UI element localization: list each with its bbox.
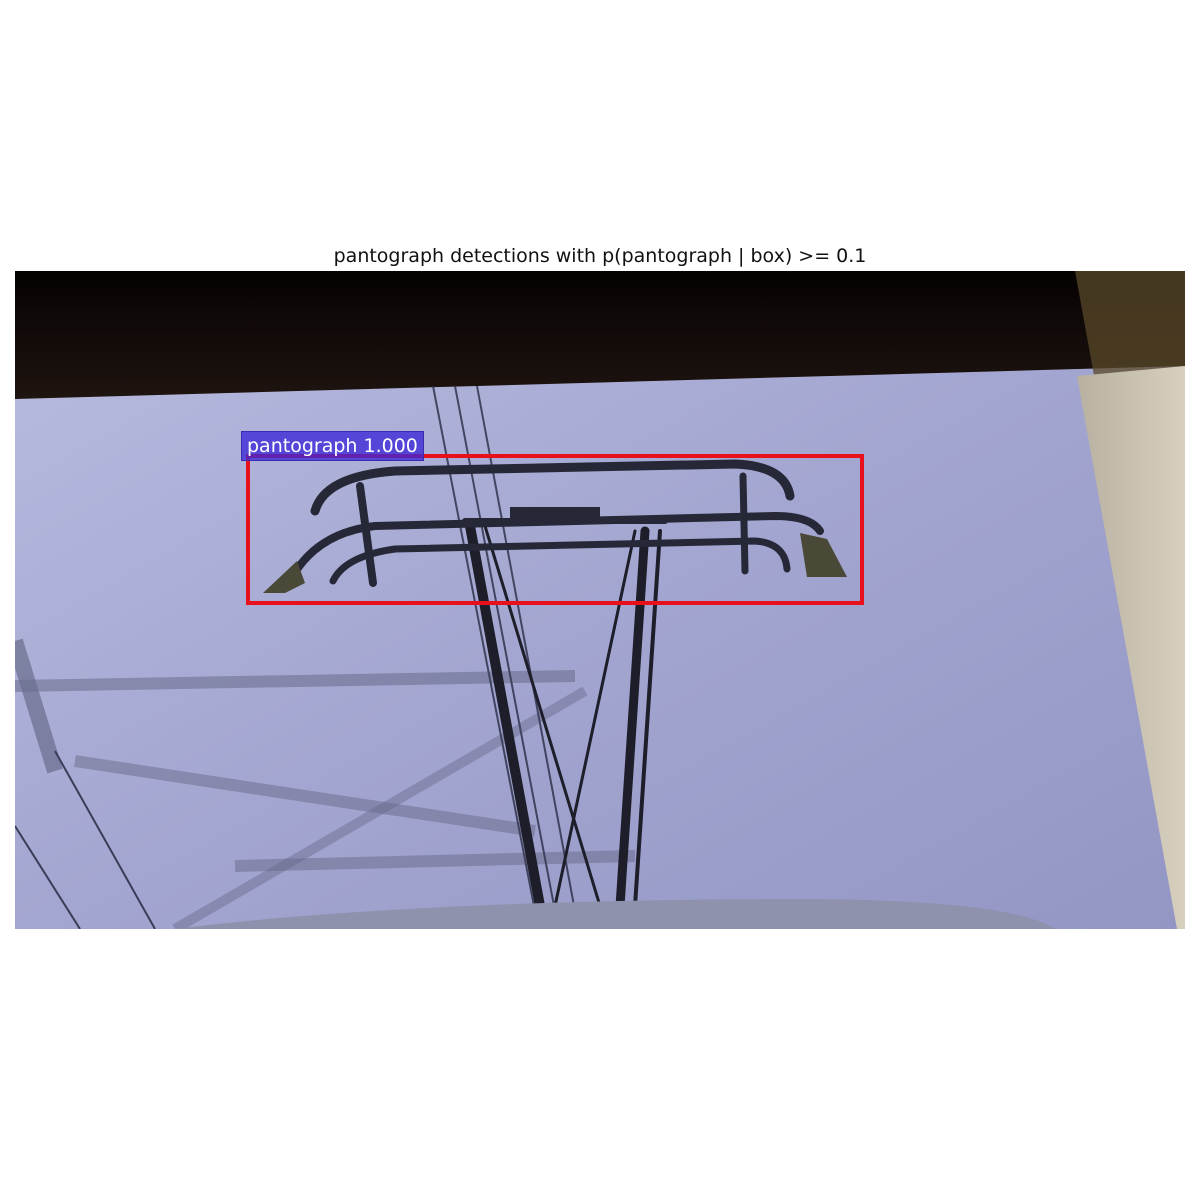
roof-corner [1075, 271, 1185, 381]
figure-title: pantograph detections with p(pantograph … [333, 245, 867, 267]
detection-box [246, 454, 864, 605]
pantograph-frame [465, 521, 662, 911]
photo-illustration [15, 271, 1185, 929]
pantograph-horn-right [800, 533, 847, 577]
detection-label: pantograph 1.000 [241, 431, 424, 461]
building-wall [1077, 366, 1185, 929]
catenary-wires [15, 385, 636, 929]
roof-overhang [15, 271, 1185, 399]
train-roof [175, 899, 1055, 929]
photo [15, 271, 1185, 929]
pantograph-horn-left [263, 561, 305, 593]
pantograph-head [286, 459, 824, 587]
